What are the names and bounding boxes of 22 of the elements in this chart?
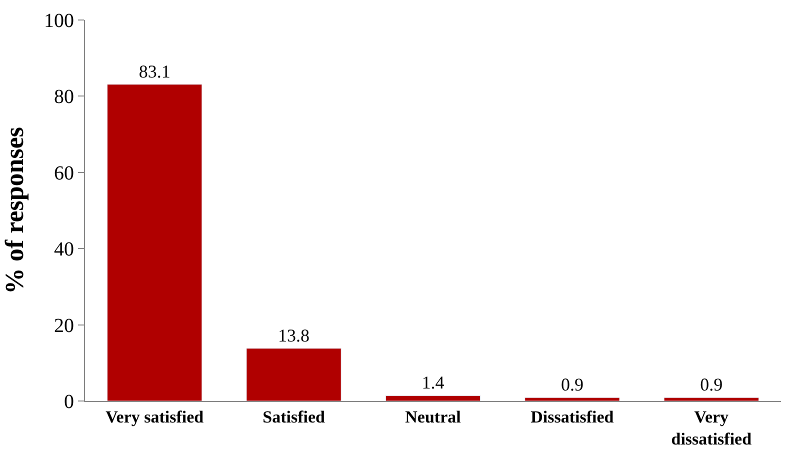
data-label: 0.9 xyxy=(560,374,584,395)
data-label: 1.4 xyxy=(422,372,444,393)
bar xyxy=(107,84,202,401)
x-tick-label: Dissatisfied xyxy=(530,407,614,426)
x-tick-label: Very satisfied xyxy=(106,407,204,426)
y-tick-label: 40 xyxy=(54,238,74,261)
bar xyxy=(524,397,620,401)
y-tick-label: 100 xyxy=(44,10,74,32)
y-tick-label: 80 xyxy=(54,86,74,108)
bar xyxy=(385,395,481,401)
x-tick-label: Neutral xyxy=(405,407,462,426)
y-axis-title: % of responses xyxy=(0,126,29,294)
x-tick-label: Satisfied xyxy=(262,407,326,426)
data-label: 83.1 xyxy=(138,61,170,82)
y-tick-label: 20 xyxy=(54,314,74,337)
bar xyxy=(664,397,759,401)
bar xyxy=(246,348,342,401)
y-tick-label: 60 xyxy=(54,162,74,184)
y-tick-label: 0 xyxy=(64,391,74,413)
x-tick-label: Very dissatisfied xyxy=(671,407,752,448)
data-label: 0.9 xyxy=(700,374,723,395)
data-label: 13.8 xyxy=(278,325,310,346)
